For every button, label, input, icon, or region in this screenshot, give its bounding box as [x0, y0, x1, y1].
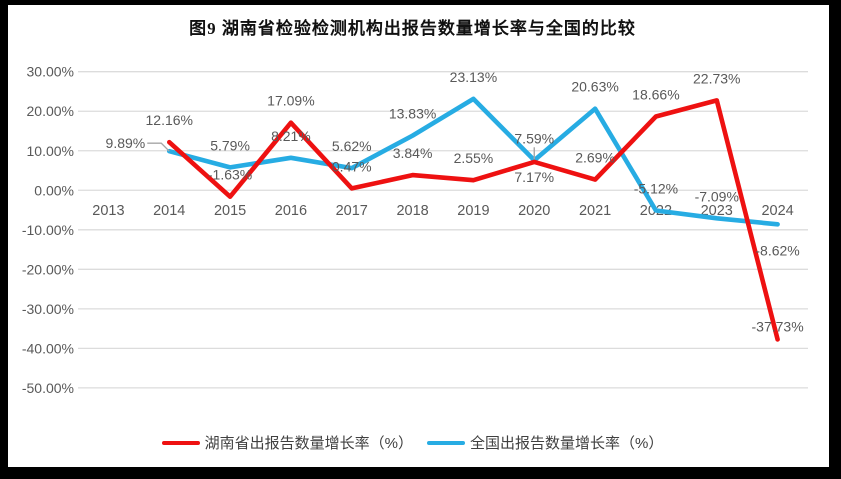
data-label: -37.73%: [752, 318, 804, 334]
legend-swatch-national-line: [427, 440, 465, 445]
x-axis-year-label: 2024: [761, 203, 793, 219]
chart-title: 图9 湖南省检验检测机构出报告数量增长率与全国的比较: [189, 19, 636, 38]
data-label: 5.79%: [210, 137, 250, 153]
data-label: 8.21%: [271, 128, 311, 144]
data-label: 20.63%: [571, 79, 618, 95]
y-axis-tick-label: -50.00%: [22, 380, 74, 396]
data-label: 23.13%: [450, 69, 497, 85]
y-axis-tick-label: 30.00%: [27, 64, 74, 80]
y-axis-tick-label: -20.00%: [22, 261, 74, 277]
series-line-national: [167, 96, 780, 227]
data-label: 17.09%: [267, 93, 314, 109]
legend-swatch-hunan-line: [161, 440, 200, 445]
data-label: 7.17%: [514, 169, 554, 185]
y-axis-tick-label: 0.00%: [34, 182, 74, 198]
x-axis-year-label: 2017: [336, 203, 368, 219]
x-axis-year-label: 2018: [396, 203, 428, 219]
x-axis-year-label: 2021: [579, 203, 611, 219]
data-label: -1.63%: [208, 167, 252, 183]
data-label: 2.55%: [454, 150, 494, 166]
data-label: 3.84%: [393, 145, 433, 161]
data-label: 0.47%: [332, 158, 372, 174]
x-axis-year-label: 2019: [457, 203, 489, 219]
y-axis-tick-label: -30.00%: [22, 301, 74, 317]
chart-legend: 湖南省出报告数量增长率（%） 全国出报告数量增长率（%）: [8, 432, 817, 453]
data-label: 12.16%: [146, 112, 193, 128]
x-axis-year-label: 2013: [92, 203, 124, 219]
data-label: 9.89%: [106, 135, 146, 151]
series-line-hunan: [167, 98, 780, 342]
data-label: 18.66%: [632, 87, 679, 103]
legend-item-national: 全国出报告数量增长率（%）: [427, 432, 663, 453]
label-leader-line: [147, 142, 170, 152]
y-axis-tick-label: 10.00%: [27, 143, 74, 159]
data-label: -7.09%: [695, 188, 739, 204]
y-axis-tick-label: 20.00%: [27, 103, 74, 119]
data-label: -8.62%: [755, 242, 799, 258]
legend-item-hunan: 湖南省出报告数量增长率（%）: [161, 432, 413, 453]
data-label: 22.73%: [693, 70, 740, 86]
data-label: 7.59%: [514, 130, 554, 146]
legend-label-national: 全国出报告数量增长率（%）: [470, 435, 664, 452]
chart-background: [8, 5, 829, 467]
data-label: 5.62%: [332, 138, 372, 154]
x-axis-year-label: 2020: [518, 203, 550, 219]
legend-label-hunan: 湖南省出报告数量增长率（%）: [204, 435, 413, 452]
y-axis-tick-label: -40.00%: [22, 340, 74, 356]
data-label: 13.83%: [389, 106, 436, 122]
y-axis-tick-label: -10.00%: [22, 222, 74, 238]
x-axis-year-label: 2015: [214, 203, 246, 219]
x-axis-year-label: 2016: [275, 203, 307, 219]
x-axis-year-label: 2014: [153, 203, 185, 219]
data-label: -5.12%: [634, 181, 678, 197]
data-label: 2.69%: [575, 150, 615, 166]
